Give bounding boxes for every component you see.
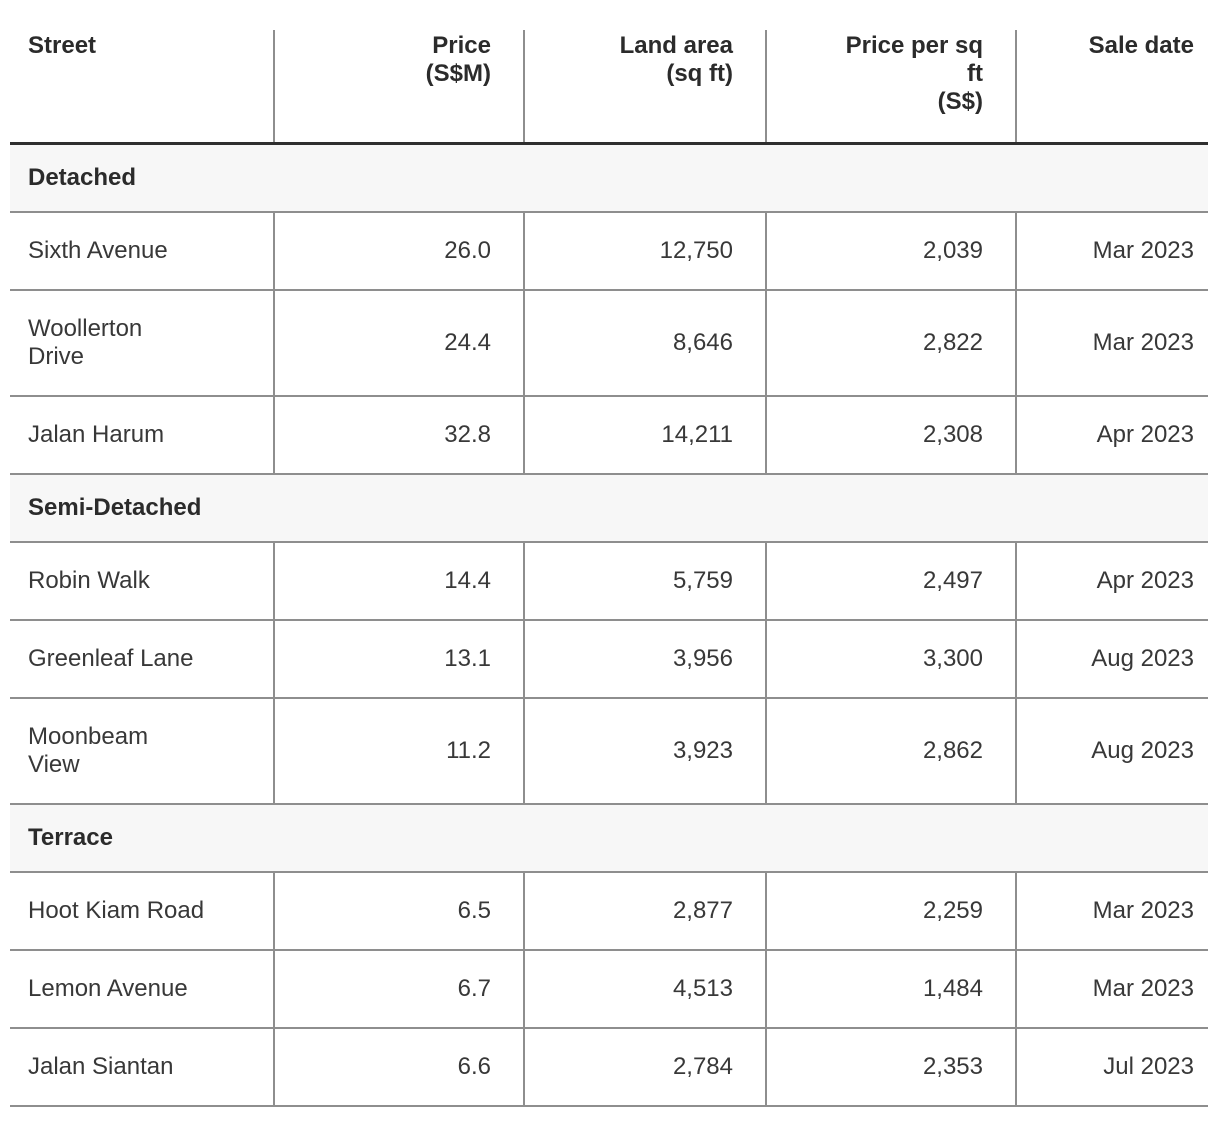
cell-price-per-sqft: 1,484 — [765, 950, 1016, 1029]
table-row: Sixth Avenue 26.0 12,750 2,039 Mar 2023 — [10, 212, 1208, 291]
cell-land-area: 2,877 — [523, 872, 766, 951]
table-row: Woollerton Drive 24.4 8,646 2,822 Mar 20… — [10, 290, 1208, 397]
cell-price-per-sqft: 2,259 — [765, 872, 1016, 951]
cell-street: Lemon Avenue — [10, 950, 274, 1029]
cell-price-per-sqft: 3,300 — [765, 620, 1016, 699]
col-header-street: Street — [10, 30, 274, 145]
cell-street: Hoot Kiam Road — [10, 872, 274, 951]
cell-price-per-sqft: 2,308 — [765, 396, 1016, 475]
cell-street: Greenleaf Lane — [10, 620, 274, 699]
cell-land-area: 3,956 — [523, 620, 766, 699]
cell-land-area: 3,923 — [523, 698, 766, 805]
cell-street: Woollerton Drive — [10, 290, 274, 397]
col-header-land-area: Land area (sq ft) — [523, 30, 766, 145]
cell-price: 32.8 — [273, 396, 524, 475]
table-row: Robin Walk 14.4 5,759 2,497 Apr 2023 — [10, 542, 1208, 621]
cell-sale-date: Mar 2023 — [1015, 212, 1208, 291]
section-row-terrace: Terrace — [10, 804, 1208, 873]
cell-price: 13.1 — [273, 620, 524, 699]
cell-land-area: 2,784 — [523, 1028, 766, 1107]
table-row: Jalan Siantan 6.6 2,784 2,353 Jul 2023 — [10, 1028, 1208, 1107]
section-label: Semi-Detached — [10, 474, 1208, 543]
cell-land-area: 12,750 — [523, 212, 766, 291]
cell-street: Jalan Siantan — [10, 1028, 274, 1107]
cell-price-per-sqft: 2,497 — [765, 542, 1016, 621]
cell-price: 6.5 — [273, 872, 524, 951]
cell-land-area: 4,513 — [523, 950, 766, 1029]
cell-price: 26.0 — [273, 212, 524, 291]
section-label: Detached — [10, 143, 1208, 213]
table-row: Lemon Avenue 6.7 4,513 1,484 Mar 2023 — [10, 950, 1208, 1029]
cell-price: 24.4 — [273, 290, 524, 397]
table-row: Moonbeam View 11.2 3,923 2,862 Aug 2023 — [10, 698, 1208, 805]
section-label: Terrace — [10, 804, 1208, 873]
cell-land-area: 14,211 — [523, 396, 766, 475]
cell-price-per-sqft: 2,039 — [765, 212, 1016, 291]
cell-price: 6.7 — [273, 950, 524, 1029]
table-row: Greenleaf Lane 13.1 3,956 3,300 Aug 2023 — [10, 620, 1208, 699]
col-header-sale-date: Sale date — [1015, 30, 1208, 145]
table-row: Hoot Kiam Road 6.5 2,877 2,259 Mar 2023 — [10, 872, 1208, 951]
cell-street: Sixth Avenue — [10, 212, 274, 291]
col-header-price-per-sqft: Price per sq ft (S$) — [765, 30, 1016, 145]
property-sales-table: Street Price (S$M) Land area (sq ft) Pri… — [10, 30, 1208, 1107]
cell-sale-date: Mar 2023 — [1015, 290, 1208, 397]
cell-price-per-sqft: 2,862 — [765, 698, 1016, 805]
cell-sale-date: Aug 2023 — [1015, 620, 1208, 699]
section-row-semi-detached: Semi-Detached — [10, 474, 1208, 543]
cell-price: 6.6 — [273, 1028, 524, 1107]
cell-sale-date: Mar 2023 — [1015, 872, 1208, 951]
section-row-detached: Detached — [10, 143, 1208, 213]
table-header: Street Price (S$M) Land area (sq ft) Pri… — [10, 30, 1208, 145]
cell-street: Robin Walk — [10, 542, 274, 621]
cell-street: Jalan Harum — [10, 396, 274, 475]
cell-price: 14.4 — [273, 542, 524, 621]
table-row: Jalan Harum 32.8 14,211 2,308 Apr 2023 — [10, 396, 1208, 475]
header-row: Street Price (S$M) Land area (sq ft) Pri… — [10, 30, 1208, 145]
cell-sale-date: Aug 2023 — [1015, 698, 1208, 805]
cell-land-area: 8,646 — [523, 290, 766, 397]
cell-sale-date: Mar 2023 — [1015, 950, 1208, 1029]
cell-street: Moonbeam View — [10, 698, 274, 805]
cell-sale-date: Apr 2023 — [1015, 396, 1208, 475]
cell-price-per-sqft: 2,353 — [765, 1028, 1016, 1107]
cell-price-per-sqft: 2,822 — [765, 290, 1016, 397]
cell-land-area: 5,759 — [523, 542, 766, 621]
cell-price: 11.2 — [273, 698, 524, 805]
cell-sale-date: Jul 2023 — [1015, 1028, 1208, 1107]
col-header-price: Price (S$M) — [273, 30, 524, 145]
cell-sale-date: Apr 2023 — [1015, 542, 1208, 621]
